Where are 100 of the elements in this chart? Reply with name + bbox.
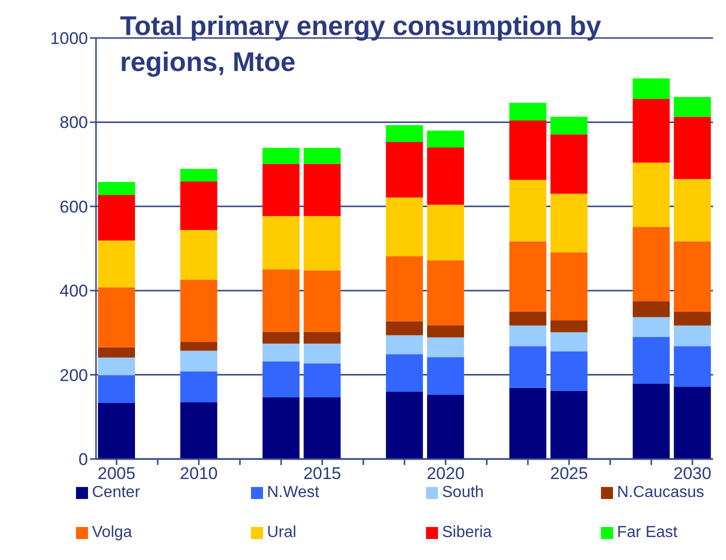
bar	[386, 354, 423, 392]
bar	[427, 357, 464, 395]
x-tick-label: 2005	[98, 464, 136, 484]
legend-label: South	[442, 484, 484, 502]
bar	[180, 342, 218, 351]
bar	[632, 301, 670, 318]
bar	[674, 96, 711, 117]
x-tick-label: 2010	[180, 464, 218, 484]
bar	[262, 164, 300, 216]
bar	[262, 216, 300, 270]
y-tick-label: 0	[78, 450, 88, 470]
x-tick-label: 2020	[426, 464, 465, 484]
y-tick-label: 400	[60, 282, 88, 301]
bar	[509, 388, 546, 459]
bar	[180, 168, 218, 182]
bar	[427, 204, 464, 260]
bar	[674, 241, 711, 312]
bar	[550, 116, 588, 134]
bar	[386, 198, 423, 256]
bar	[427, 394, 464, 459]
bar	[180, 402, 218, 459]
bar	[386, 392, 423, 459]
bar	[262, 361, 300, 398]
bar	[262, 148, 300, 164]
bar	[509, 326, 546, 346]
bar	[427, 260, 464, 326]
y-tick-label: 1000	[50, 29, 88, 48]
bar	[632, 78, 670, 100]
bar	[180, 350, 218, 372]
legend-label: N.West	[267, 484, 320, 502]
bar	[304, 397, 341, 459]
bar	[98, 375, 135, 404]
bar	[180, 182, 218, 230]
bar	[632, 162, 670, 228]
bar	[550, 194, 588, 252]
bar	[386, 142, 423, 198]
bar	[632, 317, 670, 337]
bar	[550, 134, 588, 194]
bar	[550, 320, 588, 332]
bar	[386, 321, 423, 336]
y-tick-label: 600	[60, 197, 88, 216]
bar	[98, 347, 135, 358]
legend-label: Center	[92, 484, 140, 502]
x-tick-label: 2025	[550, 464, 588, 484]
legend-label: Ural	[267, 524, 296, 542]
bar	[632, 336, 670, 384]
chart-title: Total primary energy consumption by regions, Mtoe	[120, 10, 602, 79]
bar	[427, 326, 464, 338]
legend-label: Siberia	[442, 524, 492, 542]
bar	[98, 195, 135, 240]
bar	[674, 346, 711, 387]
bar	[262, 344, 300, 362]
bar	[550, 351, 588, 391]
bar	[98, 403, 135, 459]
bar	[509, 241, 546, 312]
bar	[509, 312, 546, 326]
y-tick-label: 800	[60, 113, 88, 132]
bar	[550, 332, 588, 352]
bar	[632, 99, 670, 163]
bar	[98, 182, 135, 196]
bar	[427, 337, 464, 358]
bar	[550, 390, 588, 459]
bar	[509, 346, 546, 388]
bar	[427, 147, 464, 205]
bar	[632, 227, 670, 302]
bar	[304, 164, 341, 216]
bar	[674, 179, 711, 242]
legend-label: Volga	[92, 524, 132, 542]
bar	[304, 216, 341, 270]
bar	[632, 384, 670, 459]
x-tick-label: 2015	[303, 464, 342, 484]
bar	[304, 270, 341, 332]
bar	[262, 332, 300, 344]
bar	[509, 102, 546, 121]
legend-label: Far East	[617, 524, 678, 542]
bar	[98, 240, 135, 288]
bar	[98, 287, 135, 348]
bar	[674, 326, 711, 346]
bar	[98, 358, 135, 376]
bar	[304, 332, 341, 344]
bar	[180, 280, 218, 342]
bar	[386, 335, 423, 354]
x-tick-label: 2030	[674, 464, 712, 484]
bar	[304, 344, 341, 364]
bar	[509, 180, 546, 242]
bar	[262, 270, 300, 332]
bar	[674, 116, 711, 180]
bar	[386, 125, 423, 142]
bar	[262, 397, 300, 459]
legend-label: N.Caucasus	[617, 484, 704, 502]
bar	[304, 148, 341, 164]
bar	[180, 371, 218, 402]
bar	[386, 256, 423, 322]
bar	[674, 312, 711, 326]
bar	[550, 252, 588, 320]
bar	[427, 130, 464, 148]
bar	[304, 363, 341, 398]
y-tick-label: 200	[60, 366, 88, 385]
bar	[509, 120, 546, 180]
bar	[180, 230, 218, 280]
